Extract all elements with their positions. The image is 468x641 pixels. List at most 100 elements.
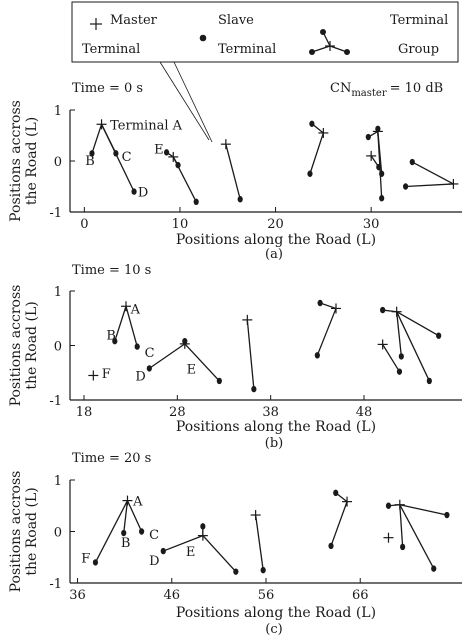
y-axis-title-line1: Positions accross — [8, 471, 24, 593]
terminal-group — [146, 337, 222, 385]
master-terminal-point — [331, 303, 341, 314]
y-axis-title-line1: Positions accross — [8, 285, 24, 407]
panel-caption: (c) — [265, 622, 282, 637]
master-terminal-point — [179, 338, 190, 349]
legend-pointer-line — [159, 61, 210, 141]
slave-terminal-point — [385, 502, 392, 509]
terminal-label: D — [149, 554, 159, 569]
slave-terminal-point — [444, 511, 450, 519]
legend: Master Terminal Slave Terminal Terminal … — [71, 1, 459, 143]
slave-terminal-point — [146, 365, 152, 372]
master-terminal-point — [366, 150, 377, 161]
legend-slave-line1: Slave — [218, 13, 254, 28]
terminal-label: C — [149, 528, 159, 543]
panel-caption: (b) — [265, 436, 283, 451]
master-terminal-point — [168, 151, 179, 162]
group-link — [254, 514, 264, 571]
group-link — [163, 535, 204, 552]
terminal-label: A — [130, 302, 141, 317]
terminal-group — [385, 499, 450, 572]
legend-group-symbol — [309, 29, 350, 55]
group-link — [225, 144, 241, 200]
y-axis-title-line2: the Road (L) — [24, 117, 40, 205]
master-terminal-point — [122, 495, 133, 506]
terminal-label: B — [106, 329, 116, 344]
y-tick-label: 1 — [54, 474, 62, 489]
slave-terminal-point — [131, 188, 137, 195]
y-tick-label: 0 — [54, 340, 62, 355]
group-link — [94, 500, 129, 563]
slave-terminal-point — [436, 332, 442, 339]
y-tick-label: 0 — [54, 155, 62, 170]
slave-terminal-point — [260, 566, 266, 574]
slave-terminal-point — [400, 543, 406, 551]
master-terminal-point — [88, 370, 99, 381]
x-tick-label: 28 — [169, 405, 186, 420]
slave-terminal-point — [380, 306, 386, 314]
slave-terminal-point — [121, 529, 127, 537]
master-terminal-point — [96, 119, 107, 130]
slave-terminal-point — [314, 352, 320, 359]
slave-terminal-point — [89, 150, 95, 157]
slave-terminal-point — [193, 198, 199, 205]
slave-terminal-point — [396, 368, 403, 375]
x-tick-label: 0 — [80, 217, 88, 232]
slave-terminal-point — [317, 299, 323, 307]
time-label: Time = 20 s — [72, 451, 151, 466]
slave-terminal-point — [307, 170, 313, 177]
group-link — [123, 500, 129, 534]
master-terminal-point — [383, 532, 394, 543]
terminal-group — [377, 339, 403, 375]
slave-terminal-point — [376, 163, 382, 171]
x-tick-label: 18 — [76, 405, 93, 420]
legend-slave-line2: Terminal — [218, 42, 276, 57]
slave-terminal-point — [426, 377, 432, 385]
y-axis-title-line2: the Road (L) — [24, 301, 40, 389]
terminal-group — [92, 495, 145, 566]
group-link — [114, 306, 127, 342]
legend-master-symbol — [90, 18, 102, 30]
slave-terminal-point — [431, 565, 437, 572]
terminal-group — [242, 314, 257, 393]
master-terminal-point — [121, 301, 131, 312]
group-link — [246, 319, 255, 390]
terminal-label: B — [121, 536, 131, 551]
slave-terminal-point — [163, 149, 170, 156]
terminal-group — [307, 120, 329, 177]
terminal-group — [112, 301, 140, 350]
group-link — [125, 306, 138, 347]
group-link — [202, 535, 237, 573]
group-link — [396, 311, 430, 382]
group-link — [405, 183, 454, 188]
terminal-group — [163, 149, 199, 205]
x-tick-label: 56 — [258, 588, 275, 603]
terminal-group — [89, 119, 137, 195]
slave-terminal-point — [309, 120, 315, 127]
slave-terminal-point — [379, 170, 385, 177]
slave-terminal-point — [398, 353, 404, 360]
x-tick-label: 46 — [163, 588, 180, 603]
terminal-group — [250, 510, 266, 574]
master-terminal-point — [318, 127, 329, 138]
x-tick-label: 20 — [267, 217, 284, 232]
slave-terminal-point — [409, 158, 415, 166]
y-tick-label: -1 — [49, 577, 62, 592]
y-axis-title-line1: Positions accross — [8, 100, 24, 222]
terminal-label: F — [81, 551, 90, 566]
group-link — [399, 504, 404, 547]
y-tick-label: 0 — [54, 526, 62, 541]
x-axis-title: Positions along the Road (L) — [176, 232, 376, 248]
group-link — [148, 343, 186, 369]
slave-terminal-point — [160, 547, 166, 555]
slave-terminal-point — [112, 337, 118, 345]
terminal-label: B — [85, 154, 95, 169]
chart-panel-3: 1 0 -1 36 46 56 66 Positions along the Road (L)… — [8, 451, 462, 637]
terminal-label: A — [132, 495, 143, 510]
terminal-label: E — [186, 545, 196, 560]
group-link — [399, 504, 448, 516]
legend-box — [71, 1, 459, 63]
terminal-label: C — [145, 346, 155, 361]
